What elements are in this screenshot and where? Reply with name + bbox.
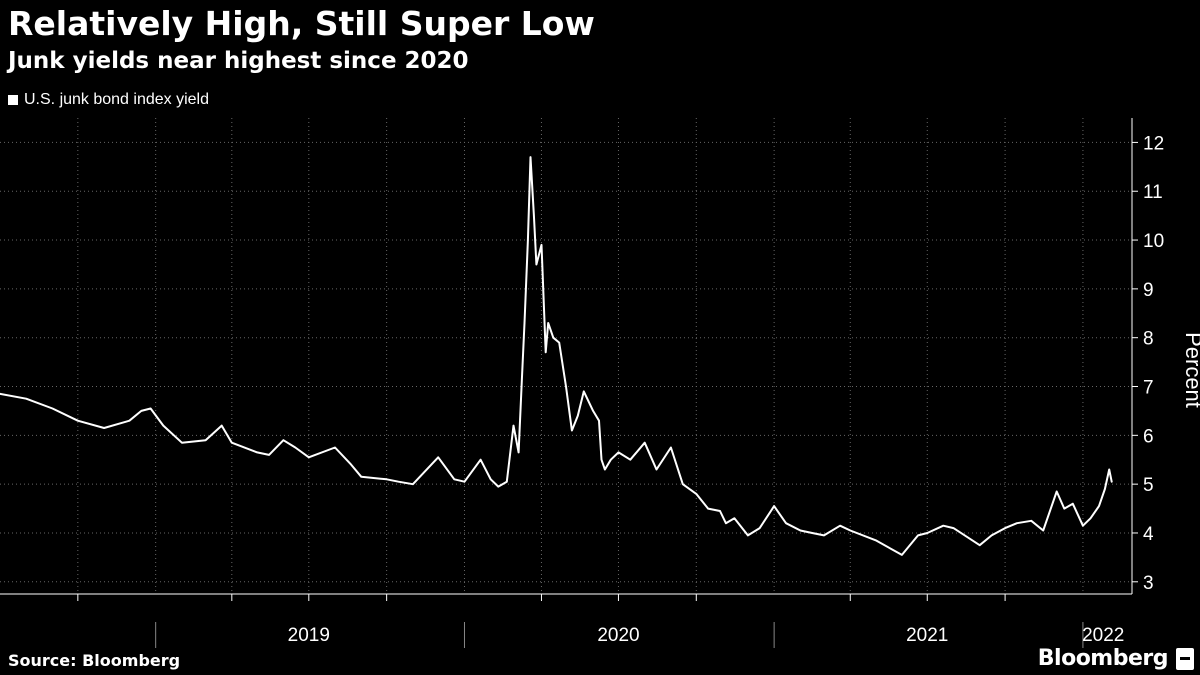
- grid-layer: [0, 118, 1132, 594]
- bloomberg-terminal-icon: [1176, 648, 1194, 670]
- chart-title: Relatively High, Still Super Low: [8, 4, 595, 43]
- x-tick-label: 2021: [906, 625, 948, 646]
- series-line-junk-yield: [0, 156, 1113, 556]
- chart-subtitle: Junk yields near highest since 2020: [8, 48, 469, 74]
- y-tick-label: 4: [1143, 524, 1154, 545]
- x-tick-label: 2019: [288, 625, 330, 646]
- y-axis-label: Percent: [1181, 332, 1200, 408]
- y-tick-label: 9: [1143, 280, 1154, 301]
- y-tick-label: 8: [1143, 329, 1154, 350]
- y-tick-label: 12: [1143, 133, 1164, 154]
- legend-label: U.S. junk bond index yield: [24, 91, 209, 108]
- x-tick-label: 2022: [1082, 625, 1124, 646]
- y-tick-label: 5: [1143, 475, 1154, 496]
- source-note: Source: Bloomberg: [8, 651, 181, 670]
- y-tick-label: 7: [1143, 378, 1154, 399]
- y-tick-label: 11: [1143, 182, 1163, 203]
- x-tick-label: 2020: [597, 625, 639, 646]
- y-tick-label: 10: [1143, 231, 1164, 252]
- legend: U.S. junk bond index yield: [8, 90, 209, 110]
- y-tick-label: 3: [1143, 573, 1154, 594]
- bloomberg-logo-text: Bloomberg: [1037, 646, 1169, 671]
- legend-swatch: [8, 95, 18, 105]
- series-layer: [0, 156, 1113, 556]
- tick-label-layer: 3 4 5 6 7 8 9 10 11 12 2019 2020 2021 2022 Percent: [288, 133, 1200, 646]
- axis-layer: [0, 118, 1138, 648]
- y-tick-label: 6: [1143, 426, 1154, 447]
